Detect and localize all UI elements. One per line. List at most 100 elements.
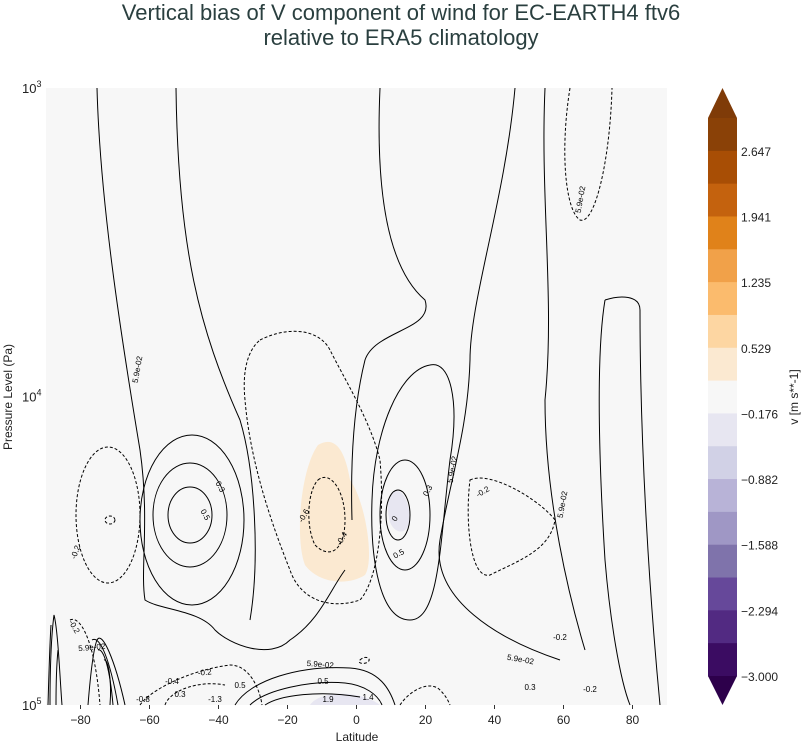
contour-lines	[47, 87, 661, 706]
x-axis-label: Latitude	[336, 730, 379, 744]
contour-label: 0.3	[174, 690, 186, 699]
colorbar-band	[708, 544, 737, 579]
colorbar-tick-label: −2.294	[741, 604, 778, 618]
contour-line	[543, 87, 586, 651]
contour-label: 0	[390, 514, 400, 523]
x-tick-label: 40	[488, 713, 502, 727]
contour-line	[264, 693, 361, 706]
contour-line	[604, 296, 661, 706]
contour-line	[564, 87, 613, 221]
colorbar-band	[708, 183, 737, 217]
contour-label: -0.8	[136, 695, 150, 704]
contour-line	[438, 87, 561, 661]
colorbar-band	[708, 282, 737, 316]
colorbar-band	[708, 479, 737, 513]
contour-label: 1.9	[322, 695, 334, 704]
colorbar-extend-min	[708, 676, 737, 705]
contour-line	[87, 637, 126, 706]
contour-line	[164, 683, 226, 706]
chart-title-line2: relative to ERA5 climatology	[263, 25, 539, 50]
contour-line	[47, 624, 52, 706]
contour-line	[97, 649, 114, 706]
x-tick-label: 0	[353, 713, 360, 727]
y-axis-label: Pressure Level (Pa)	[1, 344, 15, 450]
colorbar-band	[708, 314, 737, 349]
x-tick-label: 20	[419, 713, 433, 727]
colorbar-label: v [m s**-1]	[787, 369, 801, 424]
contour-line	[91, 638, 119, 706]
colorbar-tick-label: 1.941	[741, 210, 771, 224]
colorbar-tick-label: 0.529	[741, 342, 771, 356]
contour-line	[308, 477, 346, 553]
colorbar-tick-label: 2.647	[741, 145, 771, 159]
contour-line	[249, 681, 383, 706]
contour-line	[104, 515, 116, 525]
contour-line	[152, 462, 228, 568]
contour-line	[103, 659, 111, 706]
x-axis: −80 −60 −40 −20 0 20 40 60 80	[70, 705, 639, 727]
x-tick-label: −40	[208, 713, 229, 727]
colorbar-band	[708, 446, 737, 480]
contour-line	[175, 87, 256, 621]
contour-line	[467, 477, 556, 576]
colorbar-band	[708, 216, 737, 250]
contour-label: -0.2	[583, 685, 597, 694]
colorbar-band	[708, 577, 737, 611]
colorbar-tick-label: 1.235	[741, 276, 771, 290]
colorbar: 2.647 1.941 1.235 0.529 −0.176 −0.882 −1.588 −2…	[708, 88, 778, 705]
contour-label: 5.9e-02	[306, 659, 334, 670]
negative-bias-surface	[310, 693, 380, 705]
x-tick-label: −20	[277, 713, 298, 727]
plot-area	[46, 88, 667, 705]
colorbar-band	[708, 643, 737, 677]
colorbar-tick-label: −0.176	[741, 407, 778, 421]
colorbar-band	[708, 610, 737, 644]
contour-line	[167, 486, 213, 544]
contour-line	[598, 299, 631, 706]
colorbar-band	[708, 511, 737, 546]
colorbar-band	[708, 118, 737, 152]
colorbar-band	[708, 249, 737, 283]
contour-label: -0.4	[165, 677, 179, 686]
contour-label: -1.3	[208, 695, 222, 704]
contour-line	[234, 667, 396, 706]
colorbar-extend-max	[708, 88, 737, 118]
y-tick-label: 105	[22, 696, 41, 713]
colorbar-tick-label: −1.588	[741, 539, 778, 553]
y-tick-label: 104	[22, 388, 41, 405]
contour-label: 0.5	[317, 677, 329, 686]
colorbar-tick-label: −3.000	[741, 670, 778, 684]
contour-line	[49, 614, 63, 706]
contour-label: 0.5	[234, 681, 246, 690]
contour-line	[96, 87, 346, 650]
contour-label: 5.9e-02	[78, 642, 106, 653]
contour-line	[243, 330, 383, 605]
contour-line	[75, 446, 141, 584]
contour-label: -0.2	[198, 667, 213, 677]
contour-label: -0.2	[553, 633, 567, 642]
contour-line	[379, 459, 431, 571]
contour-label: 1.4	[362, 693, 374, 702]
y-tick-label: 103	[22, 79, 41, 96]
y-axis: 103 104 105	[22, 79, 41, 713]
colorbar-band	[708, 380, 737, 414]
chart-title-line1: Vertical bias of V component of wind for…	[121, 0, 681, 25]
colorbar-band	[708, 347, 737, 382]
contour-line	[385, 489, 411, 541]
negative-bias-region	[387, 490, 410, 532]
contour-line	[351, 87, 427, 521]
colorbar-band	[708, 150, 737, 185]
negative-contour-lines	[69, 87, 613, 706]
contour-line	[399, 685, 451, 706]
colorbar-band	[708, 413, 737, 447]
x-tick-label: 80	[626, 713, 640, 727]
contour-label: 0.3	[524, 683, 536, 692]
x-tick-label: −80	[70, 713, 91, 727]
contour-line	[371, 364, 455, 621]
x-tick-label: −60	[139, 713, 160, 727]
x-tick-label: 60	[557, 713, 571, 727]
contour-labels: 5.9e-025.9e-025.9e-02 5.9e-025.9e-025.9e-…	[67, 185, 598, 704]
contour-line	[139, 664, 263, 706]
contour-line	[69, 618, 101, 706]
